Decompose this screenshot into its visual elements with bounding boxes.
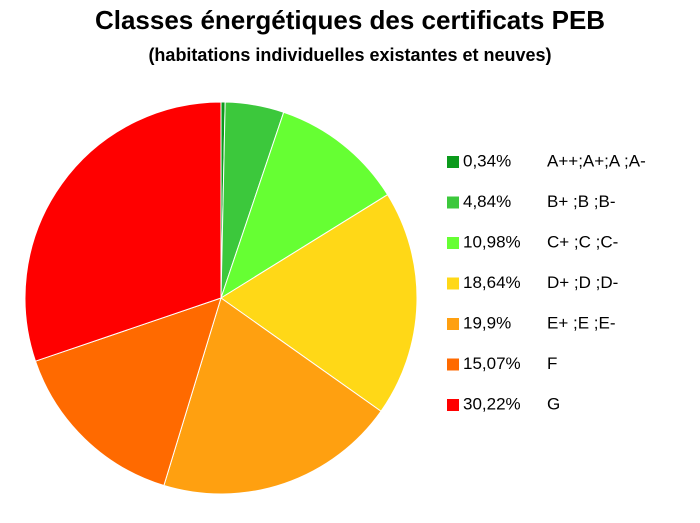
legend-label: B+ ;B ;B- bbox=[547, 192, 616, 211]
legend-label: G bbox=[547, 394, 560, 413]
legend-value: 4,84% bbox=[463, 192, 511, 211]
legend-label: F bbox=[547, 354, 557, 373]
legend-swatch bbox=[447, 196, 459, 209]
legend-label: A++;A+;A ;A- bbox=[547, 151, 646, 170]
legend-label: C+ ;C ;C- bbox=[547, 232, 618, 251]
legend-swatch bbox=[447, 318, 459, 330]
chart-title: Classes énergétiques des certificats PEB bbox=[95, 5, 605, 35]
legend-value: 19,9% bbox=[463, 313, 511, 332]
legend-label: E+ ;E ;E- bbox=[547, 313, 616, 332]
legend-swatch bbox=[447, 277, 459, 290]
pie-slice bbox=[220, 111, 389, 300]
legend-label: D+ ;D ;D- bbox=[547, 273, 618, 292]
pie-slice bbox=[34, 297, 222, 487]
legend-value: 30,22% bbox=[463, 394, 521, 413]
pie-slice bbox=[24, 101, 222, 362]
legend-value: 18,64% bbox=[463, 273, 521, 292]
legend-value: 15,07% bbox=[463, 354, 521, 373]
legend-swatch bbox=[447, 237, 459, 249]
legend-value: 0,34% bbox=[463, 151, 511, 170]
legend-swatch bbox=[447, 358, 459, 371]
pie-slice bbox=[163, 297, 382, 495]
legend-swatch bbox=[447, 399, 459, 411]
pie-slice bbox=[220, 193, 418, 412]
chart-subtitle: (habitations individuelles existantes et… bbox=[148, 45, 551, 65]
legend-value: 10,98% bbox=[463, 232, 521, 251]
legend-swatch bbox=[447, 156, 459, 168]
